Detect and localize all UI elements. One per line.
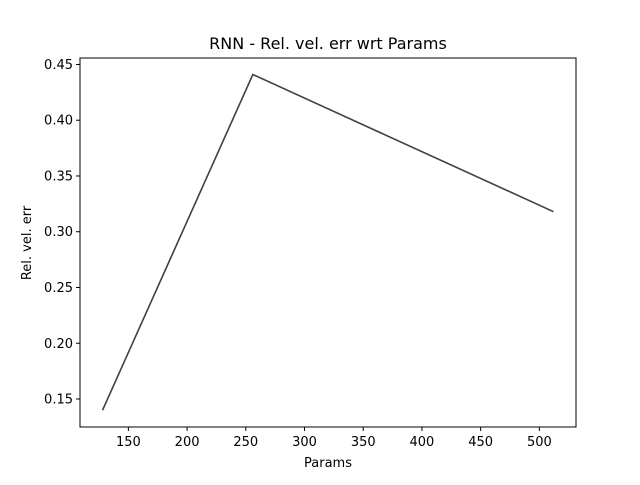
x-tick-label: 150: [116, 435, 141, 450]
x-tick-label: 250: [233, 435, 258, 450]
y-tick-label: 0.35: [44, 169, 73, 184]
x-tick-label: 300: [292, 435, 317, 450]
y-tick-label: 0.30: [44, 225, 73, 240]
y-tick-label: 0.25: [44, 281, 73, 296]
y-tick-label: 0.45: [44, 58, 73, 73]
x-tick-label: 450: [468, 435, 493, 450]
plot-area: 150 200 250 300 350 400 450 500 0.15 0.20 0.25 0.30…: [44, 57, 577, 450]
x-tick-label: 350: [351, 435, 376, 450]
y-tick-label: 0.40: [44, 114, 73, 129]
x-axis-label: Params: [304, 456, 352, 471]
x-tick-label: 500: [527, 435, 552, 450]
y-tick-label: 0.15: [44, 393, 73, 408]
y-tick-label: 0.20: [44, 337, 73, 352]
axes-frame: [79, 57, 577, 428]
x-tick-label: 400: [410, 435, 435, 450]
y-axis-label: Rel. vel. err: [20, 205, 35, 280]
series-line-0: [101, 73, 554, 411]
x-tick-label: 200: [175, 435, 200, 450]
chart-title: RNN - Rel. vel. err wrt Params: [209, 34, 447, 53]
